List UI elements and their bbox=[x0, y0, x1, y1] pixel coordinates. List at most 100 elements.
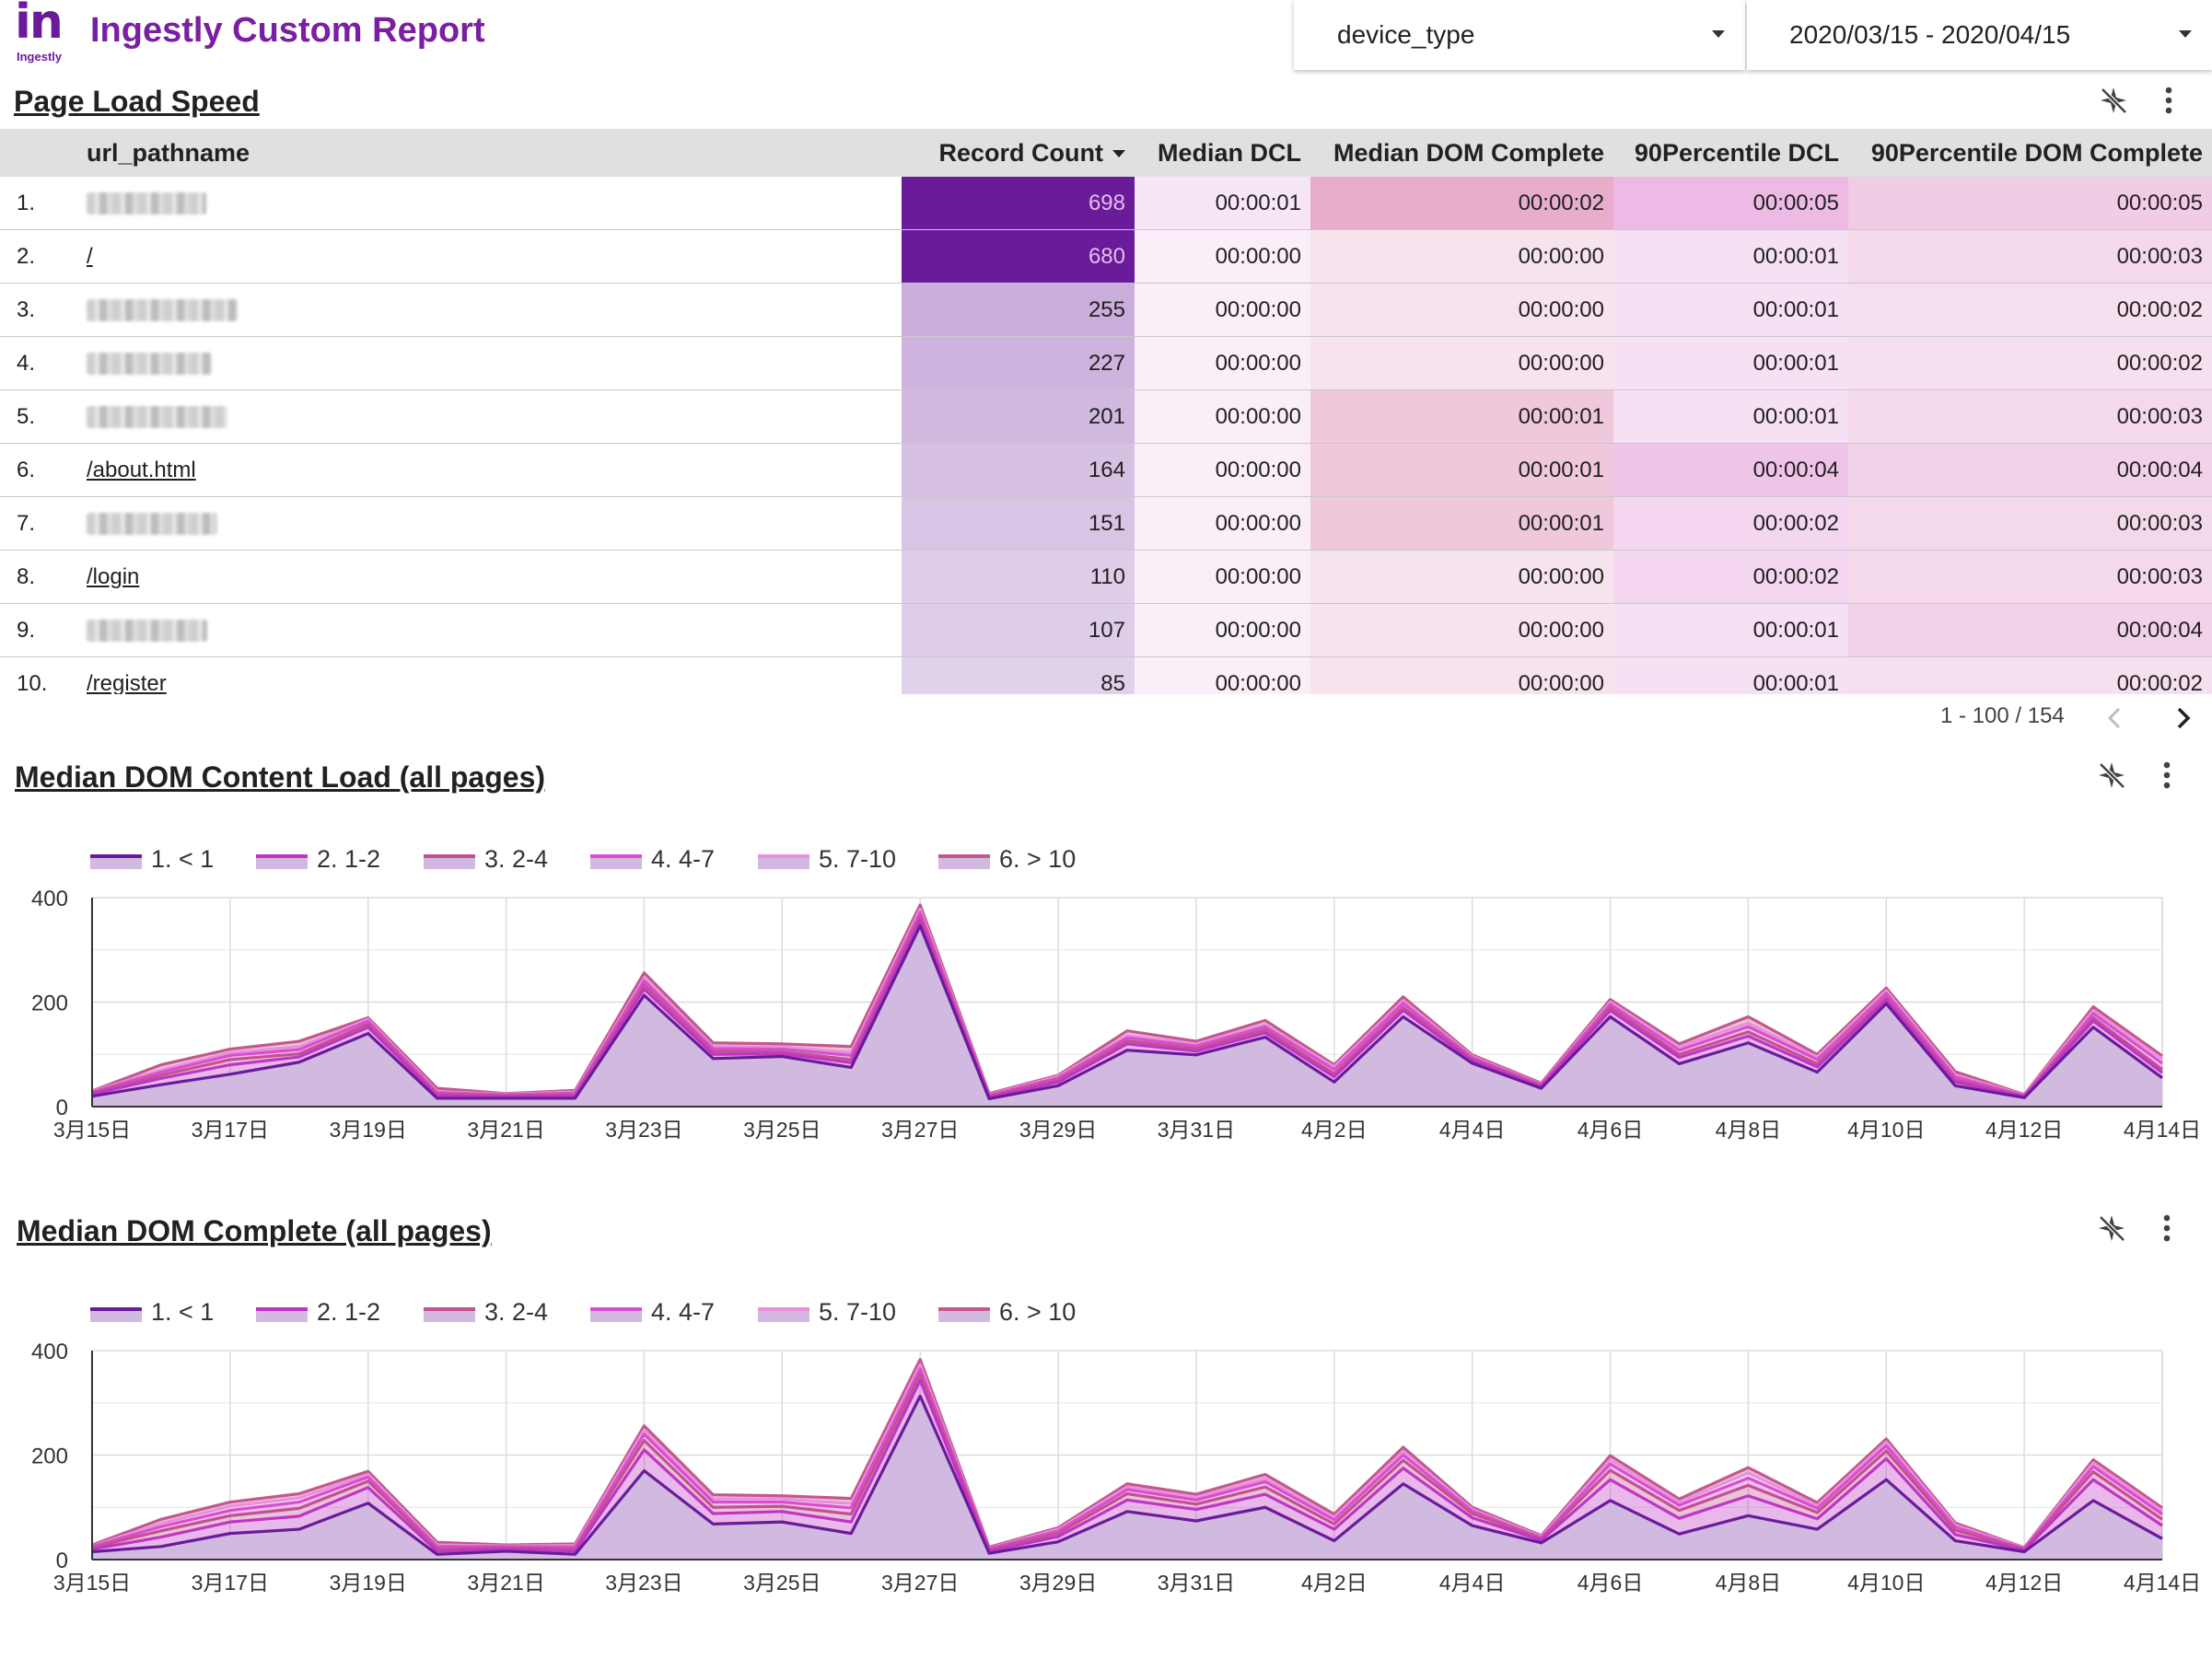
legend-swatch bbox=[938, 1309, 990, 1322]
cell-p90dcl: 00:00:01 bbox=[1613, 656, 1848, 694]
legend-item[interactable]: 3. 2-4 bbox=[424, 1298, 548, 1326]
caret-down-icon bbox=[2179, 30, 2192, 38]
series-line[interactable] bbox=[91, 919, 2163, 1099]
filter-off-icon[interactable] bbox=[2093, 757, 2130, 794]
y-tick-label: 0 bbox=[56, 1096, 68, 1120]
legend-swatch bbox=[90, 1309, 142, 1322]
legend-item[interactable]: 1. < 1 bbox=[90, 1298, 214, 1326]
cell-mdom: 00:00:01 bbox=[1310, 443, 1613, 497]
x-tick-label: 4月10日 bbox=[1847, 1118, 1925, 1142]
legend-label: 4. 4-7 bbox=[651, 1298, 715, 1326]
column-header-p90-dom-complete[interactable]: 90Percentile DOM Complete bbox=[1848, 129, 2212, 177]
table-row[interactable]: 5. 201 00:00:00 00:00:01 00:00:01 00:00:03 bbox=[0, 389, 2212, 444]
url-pathname-link[interactable]: /about.html bbox=[87, 457, 196, 482]
url-pathname-cell: / bbox=[74, 229, 902, 284]
more-vert-icon[interactable] bbox=[2148, 1210, 2185, 1247]
table-header-row: url_pathname Record Count Median DCL Med… bbox=[0, 129, 2212, 177]
x-tick-label: 4月2日 bbox=[1301, 1118, 1368, 1142]
table-row[interactable]: 6./about.html 164 00:00:00 00:00:01 00:00:04… bbox=[0, 443, 2212, 497]
cell-p90dom: 00:00:03 bbox=[1848, 550, 2212, 604]
legend-item[interactable]: 3. 2-4 bbox=[424, 845, 548, 873]
url-pathname-cell bbox=[74, 389, 902, 444]
column-header-url-pathname[interactable]: url_pathname bbox=[74, 129, 902, 177]
filter-off-icon[interactable] bbox=[2093, 1210, 2130, 1247]
more-vert-icon[interactable] bbox=[2148, 757, 2185, 794]
x-tick-label: 4月6日 bbox=[1578, 1118, 1644, 1142]
legend-swatch bbox=[256, 1309, 308, 1322]
url-pathname-link[interactable]: /login bbox=[87, 563, 140, 589]
x-tick-label: 3月31日 bbox=[1158, 1118, 1235, 1142]
legend-item[interactable]: 4. 4-7 bbox=[590, 1298, 715, 1326]
redacted-path bbox=[87, 353, 212, 376]
column-header-p90-dcl[interactable]: 90Percentile DCL bbox=[1613, 129, 1848, 177]
chart-grid bbox=[92, 1350, 2163, 1560]
date-range-picker[interactable]: 2020/03/15 - 2020/04/15 bbox=[1747, 0, 2212, 70]
legend-item[interactable]: 2. 1-2 bbox=[256, 1298, 380, 1326]
x-tick-label: 3月29日 bbox=[1019, 1118, 1097, 1142]
table-row[interactable]: 7. 151 00:00:00 00:00:01 00:00:02 00:00:03 bbox=[0, 496, 2212, 551]
legend-label: 3. 2-4 bbox=[484, 845, 548, 873]
filter-off-icon[interactable] bbox=[2095, 82, 2132, 119]
series-line[interactable] bbox=[91, 1378, 2163, 1553]
legend-swatch bbox=[424, 1309, 475, 1322]
series-line[interactable] bbox=[91, 1372, 2163, 1551]
table-row[interactable]: 9. 107 00:00:00 00:00:00 00:00:01 00:00:04 bbox=[0, 603, 2212, 657]
series-line[interactable] bbox=[91, 924, 2163, 1101]
cell-p90dcl: 00:00:05 bbox=[1613, 177, 1848, 230]
url-pathname-cell bbox=[74, 603, 902, 657]
x-tick-label: 3月15日 bbox=[53, 1571, 131, 1595]
cell-p90dom: 00:00:02 bbox=[1848, 656, 2212, 694]
chevron-left-icon[interactable] bbox=[2101, 703, 2130, 733]
legend-label: 6. > 10 bbox=[999, 845, 1076, 873]
chart-legend: 1. < 1 2. 1-2 3. 2-4 4. 4-7 5. 7-10 6. > 10 bbox=[90, 1298, 1076, 1326]
cell-p90dom: 00:00:03 bbox=[1848, 229, 2212, 284]
y-tick-label: 400 bbox=[31, 887, 68, 911]
legend-item[interactable]: 6. > 10 bbox=[938, 845, 1076, 873]
x-tick-label: 3月19日 bbox=[330, 1118, 407, 1142]
table-row[interactable]: 4. 227 00:00:00 00:00:00 00:00:01 00:00:02 bbox=[0, 336, 2212, 390]
legend-item[interactable]: 1. < 1 bbox=[90, 845, 214, 873]
device-type-filter[interactable]: device_type bbox=[1294, 0, 1745, 70]
column-header-median-dcl[interactable]: Median DCL bbox=[1135, 129, 1310, 177]
table-row[interactable]: 3. 255 00:00:00 00:00:00 00:00:01 00:00:02 bbox=[0, 283, 2212, 337]
legend-item[interactable]: 6. > 10 bbox=[938, 1298, 1076, 1326]
cell-mdcl: 00:00:00 bbox=[1135, 283, 1310, 337]
cell-p90dom: 00:00:04 bbox=[1848, 603, 2212, 657]
redacted-path bbox=[87, 192, 206, 215]
legend-swatch bbox=[590, 1309, 642, 1322]
cell-mdcl: 00:00:00 bbox=[1135, 336, 1310, 390]
table-row[interactable]: 1. 698 00:00:01 00:00:02 00:00:05 00:00:05 bbox=[0, 177, 2212, 230]
legend-item[interactable]: 5. 7-10 bbox=[758, 1298, 896, 1326]
record-count-cell: 201 bbox=[902, 389, 1135, 444]
cell-mdom: 00:00:00 bbox=[1310, 283, 1613, 337]
more-vert-icon[interactable] bbox=[2150, 82, 2187, 119]
record-count-cell: 110 bbox=[902, 550, 1135, 604]
series-line[interactable] bbox=[91, 903, 2163, 1096]
y-tick-label: 0 bbox=[56, 1549, 68, 1573]
series-line[interactable] bbox=[91, 1367, 2163, 1550]
series-line[interactable] bbox=[91, 1358, 2163, 1549]
record-count-header-label: Record Count bbox=[938, 138, 1104, 167]
url-pathname-link[interactable]: / bbox=[87, 243, 93, 269]
column-header-record-count[interactable]: Record Count bbox=[902, 129, 1135, 177]
table-row[interactable]: 10./register 85 00:00:00 00:00:00 00:00:01 00… bbox=[0, 656, 2212, 695]
cell-p90dcl: 00:00:01 bbox=[1613, 389, 1848, 444]
table-row[interactable]: 8./login 110 00:00:00 00:00:00 00:00:02 00:00… bbox=[0, 550, 2212, 604]
series-line[interactable] bbox=[91, 1394, 2163, 1556]
legend-item[interactable]: 4. 4-7 bbox=[590, 845, 715, 873]
table-row[interactable]: 2./680 00:00:00 00:00:00 00:00:01 00:00:03 bbox=[0, 229, 2212, 284]
dom-content-load-chart: 1. < 1 2. 1-2 3. 2-4 4. 4-7 5. 7-10 6. > 10 0 2… bbox=[31, 845, 2201, 1142]
redacted-path bbox=[87, 406, 227, 429]
legend-item[interactable]: 5. 7-10 bbox=[758, 845, 896, 873]
chart-axes: 0 200 400 3月15日 3月17日 3月19日 3月21日 3月23日 3月25日 3月2… bbox=[31, 1340, 2201, 1595]
cell-mdom: 00:00:00 bbox=[1310, 336, 1613, 390]
url-pathname-link[interactable]: /register bbox=[87, 670, 167, 695]
legend-item[interactable]: 2. 1-2 bbox=[256, 845, 380, 873]
row-index: 5. bbox=[0, 389, 74, 444]
chart-axes: 0 200 400 3月15日 3月17日 3月19日 3月21日 3月23日 3月25日 3月2… bbox=[31, 887, 2201, 1142]
x-tick-label: 3月21日 bbox=[467, 1571, 544, 1595]
x-tick-label: 3月27日 bbox=[881, 1118, 959, 1142]
column-header-median-dom-complete[interactable]: Median DOM Complete bbox=[1310, 129, 1613, 177]
cell-p90dom: 00:00:02 bbox=[1848, 336, 2212, 390]
chevron-right-icon[interactable] bbox=[2168, 703, 2197, 733]
